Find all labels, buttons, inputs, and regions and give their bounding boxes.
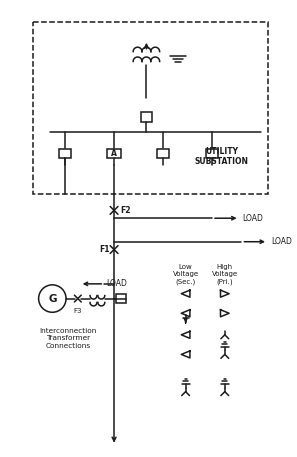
Text: Low
Voltage
(Sec.): Low Voltage (Sec.) — [173, 264, 199, 285]
Bar — [140, 112, 152, 122]
Text: F3: F3 — [74, 308, 82, 314]
Bar — [59, 149, 71, 158]
Bar — [206, 149, 218, 158]
Text: LOAD: LOAD — [271, 237, 292, 246]
Text: G: G — [48, 293, 57, 303]
Circle shape — [39, 285, 66, 312]
Text: A: A — [111, 149, 117, 158]
Text: F1: F1 — [99, 245, 110, 254]
Bar — [116, 294, 126, 303]
Text: F2: F2 — [120, 206, 130, 215]
Bar — [107, 149, 121, 159]
Text: LOAD: LOAD — [106, 279, 127, 288]
Text: Interconnection
Transformer
Connections: Interconnection Transformer Connections — [39, 328, 97, 349]
Text: High
Voltage
(Pri.): High Voltage (Pri.) — [212, 264, 238, 285]
Bar — [33, 22, 268, 194]
Text: LOAD: LOAD — [242, 214, 263, 223]
Bar — [157, 149, 169, 158]
Text: UTILITY
SUBSTATION: UTILITY SUBSTATION — [195, 147, 249, 166]
